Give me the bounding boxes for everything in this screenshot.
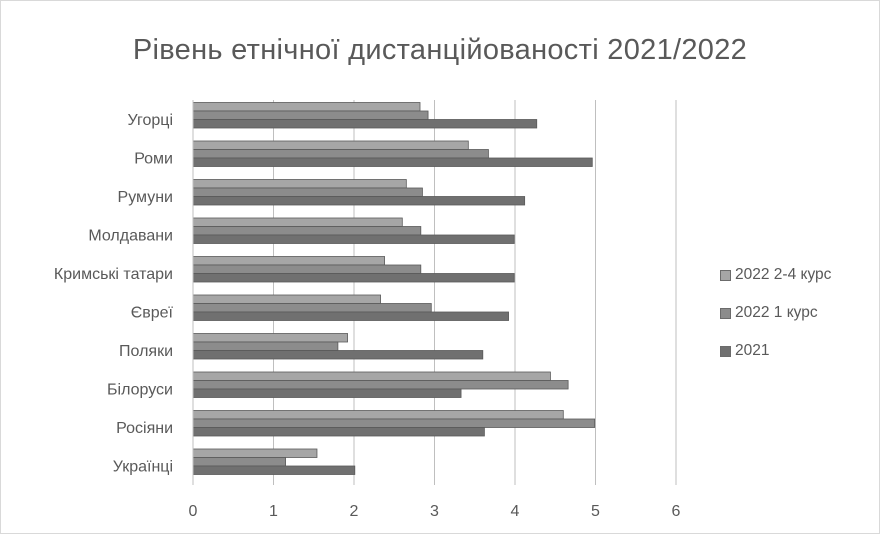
bar	[192, 256, 385, 266]
legend-swatch	[720, 307, 731, 319]
legend-swatch	[720, 269, 731, 281]
bar	[192, 457, 286, 467]
bar	[192, 380, 569, 390]
bar	[192, 448, 318, 458]
bar	[192, 102, 421, 112]
bar	[192, 149, 489, 159]
bar	[192, 273, 515, 283]
bar	[192, 187, 423, 197]
bar	[192, 294, 381, 304]
bar	[192, 371, 551, 381]
bar	[192, 410, 564, 420]
bar	[192, 333, 348, 343]
category-label: Угорці	[128, 112, 173, 129]
category-label: Румуни	[118, 189, 173, 206]
category-label: Кримські татари	[54, 266, 173, 283]
bar	[192, 179, 407, 189]
chart-legend: 2022 2-4 курс 2022 1 курс 2021	[720, 256, 831, 370]
bar	[192, 217, 403, 227]
category-label: Білоруси	[107, 381, 173, 398]
x-tick-label: 3	[430, 503, 439, 520]
bar	[192, 418, 596, 428]
bar	[192, 119, 538, 129]
legend-item: 2022 2-4 курс	[720, 256, 831, 294]
legend-swatch	[720, 345, 731, 357]
category-label: Українці	[113, 458, 173, 475]
legend-item: 2022 1 курс	[720, 294, 831, 332]
category-label: Поляки	[119, 343, 173, 360]
bar	[192, 388, 462, 398]
bar	[192, 303, 432, 313]
category-label: Євреї	[131, 304, 174, 321]
bar	[192, 196, 526, 206]
bar	[192, 341, 339, 351]
bar	[192, 311, 509, 321]
legend-label: 2022 1 курс	[735, 304, 818, 321]
bar	[192, 465, 356, 475]
bar	[192, 427, 485, 437]
category-label: Росіяни	[116, 420, 173, 437]
legend-item: 2021	[720, 332, 831, 370]
x-tick-label: 2	[350, 503, 359, 520]
x-tick-label: 0	[189, 503, 198, 520]
x-tick-label: 1	[269, 503, 278, 520]
x-tick-label: 5	[591, 503, 600, 520]
legend-label: 2022 2-4 курс	[735, 266, 832, 283]
bar	[192, 110, 429, 120]
bar	[192, 350, 484, 360]
bar	[192, 264, 422, 274]
bar	[192, 140, 469, 150]
legend-label: 2021	[735, 342, 770, 359]
bar	[192, 234, 515, 244]
x-tick-label: 6	[672, 503, 681, 520]
category-label: Роми	[134, 150, 173, 167]
bar	[192, 226, 422, 236]
x-tick-label: 4	[511, 503, 520, 520]
bar	[192, 157, 593, 167]
chart-title: Рівень етнічної дистанційованості 2021/2…	[132, 34, 748, 66]
category-label: Молдавани	[88, 227, 173, 244]
